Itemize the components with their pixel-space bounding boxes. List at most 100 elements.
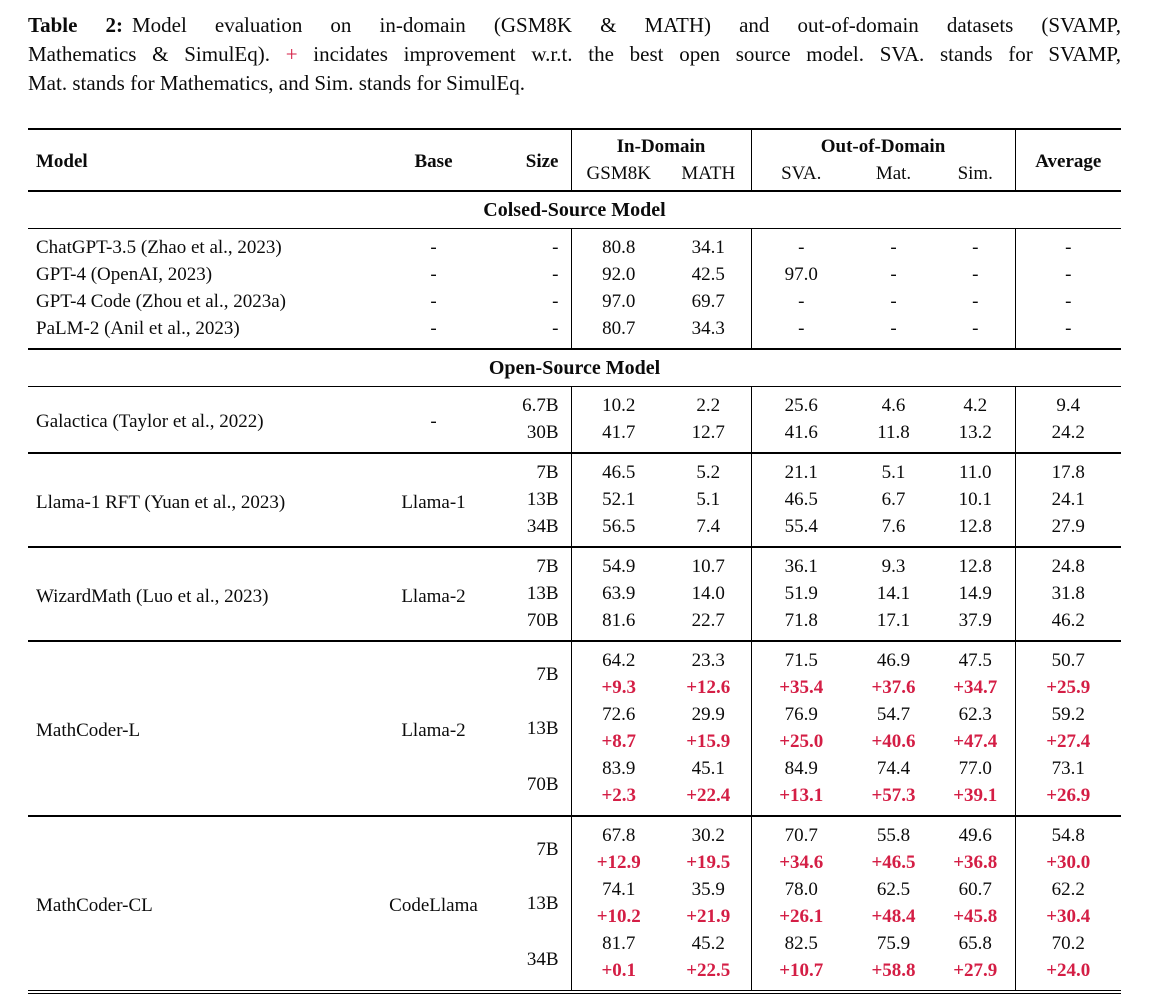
cell-avg: 31.8 xyxy=(1051,583,1085,604)
cell-gsm8k: 74.1 xyxy=(602,879,636,900)
cell-sva: 78.0 xyxy=(784,879,818,900)
table-header: Model Base Size In-Domain Out-of-Domain … xyxy=(28,129,1122,191)
plus-sign: + xyxy=(285,42,298,66)
cell-base: - xyxy=(430,291,437,312)
table-row: ChatGPT-3.5 (Zhao et al., 2023) - - 80.8 34.… xyxy=(28,228,1121,262)
cell-delta-avg: +27.4 xyxy=(1046,731,1091,752)
cell-delta-gsm8k: +2.3 xyxy=(601,785,637,806)
cell-avg: 17.8 xyxy=(1015,452,1122,487)
cell-avg: 50.7 xyxy=(1015,640,1122,675)
cell-math: 69.7 xyxy=(666,288,752,316)
results-table: Model Base Size In-Domain Out-of-Domain … xyxy=(28,128,1122,994)
cell-size: - xyxy=(491,288,572,316)
cell-gsm8k: 56.5 xyxy=(602,516,636,537)
cell-model: Llama-1 RFT (Yuan et al., 2023) xyxy=(28,452,376,547)
cell-math: 23.3 xyxy=(666,640,752,675)
cell-sim: 11.0 xyxy=(936,452,1016,487)
cell-delta-mat: +40.6 xyxy=(871,731,916,752)
table-row: PaLM-2 (Anil et al., 2023) - - 80.7 34.3 - - - - xyxy=(28,315,1121,349)
cell-avg: 24.1 xyxy=(1051,489,1085,510)
cell-sim: 47.5 xyxy=(936,640,1016,675)
header-mat: Mat. xyxy=(875,163,912,184)
cell-size: 7B xyxy=(491,452,572,487)
cell-sva: - xyxy=(798,237,805,258)
cell-math: 45.2 xyxy=(666,930,752,958)
cell-size: 70B xyxy=(491,607,572,641)
cell-gsm8k: 72.6 xyxy=(602,704,636,725)
cell-delta-math: +15.9 xyxy=(666,728,752,756)
cell-sim: 12.8 xyxy=(936,513,1016,547)
header-in-domain: In-Domain xyxy=(571,129,752,161)
cell-base: - xyxy=(430,264,437,285)
table-row: WizardMath (Luo et al., 2023) Llama-2 7B 54… xyxy=(28,546,1122,641)
header-math: MATH xyxy=(666,160,752,191)
cell-gsm8k: 63.9 xyxy=(602,583,636,604)
cell-size: 6.7B xyxy=(491,386,572,420)
cell-gsm8k: 10.2 xyxy=(602,395,636,416)
table-row: 30B 41.7 12.7 41.6 11.8 13.2 24.2 xyxy=(28,419,1121,453)
cell-base: - xyxy=(430,411,437,433)
cell-delta-sim: +45.8 xyxy=(936,903,1016,931)
cell-sim: 77.0 xyxy=(936,755,1016,783)
caption-text: incidates improvement w.r.t. the best op… xyxy=(313,42,1121,66)
cell-mat: 54.7 xyxy=(876,704,911,725)
cell-delta-sim: +36.8 xyxy=(936,849,1016,877)
cell-sim: 65.8 xyxy=(936,930,1016,958)
cell-delta-gsm8k: +8.7 xyxy=(601,731,637,752)
cell-delta-mat: +37.6 xyxy=(871,677,916,698)
cell-gsm8k: 52.1 xyxy=(602,489,636,510)
cell-base: CodeLlama xyxy=(376,815,491,992)
cell-avg: 62.2 xyxy=(1051,879,1085,900)
table-row: Llama-1 RFT (Yuan et al., 2023) Llama-1 7B… xyxy=(28,452,1122,547)
cell-mat: 14.1 xyxy=(876,583,911,604)
table-row: 70B 81.6 22.7 71.8 17.1 37.9 46.2 xyxy=(28,607,1121,641)
cell-delta-mat: +57.3 xyxy=(871,785,916,806)
cell-size: 34B xyxy=(491,513,572,547)
table-row: 13B 72.6 29.9 76.9 54.7 62.3 59.2 xyxy=(28,701,1121,756)
cell-math: 34.3 xyxy=(666,315,752,349)
cell-size: 34B xyxy=(491,930,572,992)
cell-size: - xyxy=(491,315,572,349)
table-row: 34B 81.7 45.2 82.5 75.9 65.8 70.2 xyxy=(28,930,1121,992)
cell-math: 42.5 xyxy=(666,261,752,289)
cell-avg: 70.2 xyxy=(1051,933,1085,954)
cell-sva: 55.4 xyxy=(784,516,818,537)
cell-math: 5.1 xyxy=(666,486,752,514)
cell-sva: 71.5 xyxy=(751,640,851,675)
cell-avg: - xyxy=(1065,264,1072,285)
table-row: 13B 63.9 14.0 51.9 14.1 14.9 31.8 xyxy=(28,580,1121,608)
header-average: Average xyxy=(1035,150,1102,172)
cell-sva: 76.9 xyxy=(784,704,818,725)
cell-mat: - xyxy=(890,318,897,339)
cell-gsm8k: 54.9 xyxy=(571,546,666,581)
cell-sva: - xyxy=(798,291,805,312)
cell-delta-sva: +34.6 xyxy=(779,852,824,873)
cell-delta-avg: +30.4 xyxy=(1046,906,1091,927)
cell-math: 2.2 xyxy=(666,386,752,420)
caption-line-1: Table 2: Model evaluation on in-domain (G… xyxy=(28,11,1121,40)
cell-size: 13B xyxy=(491,876,572,931)
cell-delta-sim: +39.1 xyxy=(936,782,1016,816)
cell-gsm8k: 80.7 xyxy=(602,318,636,339)
cell-avg: 46.2 xyxy=(1051,610,1085,631)
section-title: Open-Source Model xyxy=(28,348,1122,387)
cell-delta-sim: +34.7 xyxy=(936,674,1016,702)
cell-delta-sva: +13.1 xyxy=(779,785,824,806)
caption-label: Table 2: xyxy=(28,13,123,37)
cell-mat: 46.9 xyxy=(851,640,936,675)
cell-avg: 9.4 xyxy=(1056,395,1081,416)
cell-model: GPT-4 Code (Zhou et al., 2023a) xyxy=(36,291,286,312)
cell-sva: 82.5 xyxy=(784,933,818,954)
cell-avg: - xyxy=(1065,237,1072,258)
cell-math: 30.2 xyxy=(666,815,752,850)
table-row: MathCoder-CL CodeLlama 7B 67.8 30.2 70.7 55.8 4… xyxy=(28,815,1122,992)
cell-model: MathCoder-L xyxy=(28,640,376,816)
cell-gsm8k: 81.7 xyxy=(602,933,636,954)
table-delta-row: +10.2 +21.9 +26.1 +48.4 +45.8 +30.4 xyxy=(28,903,1121,931)
header-gsm8k: GSM8K xyxy=(586,163,651,184)
cell-math: 7.4 xyxy=(666,513,752,547)
cell-sva: 21.1 xyxy=(751,452,851,487)
cell-base: - xyxy=(430,318,437,339)
cell-mat: 4.6 xyxy=(881,395,906,416)
cell-mat: 7.6 xyxy=(881,516,906,537)
